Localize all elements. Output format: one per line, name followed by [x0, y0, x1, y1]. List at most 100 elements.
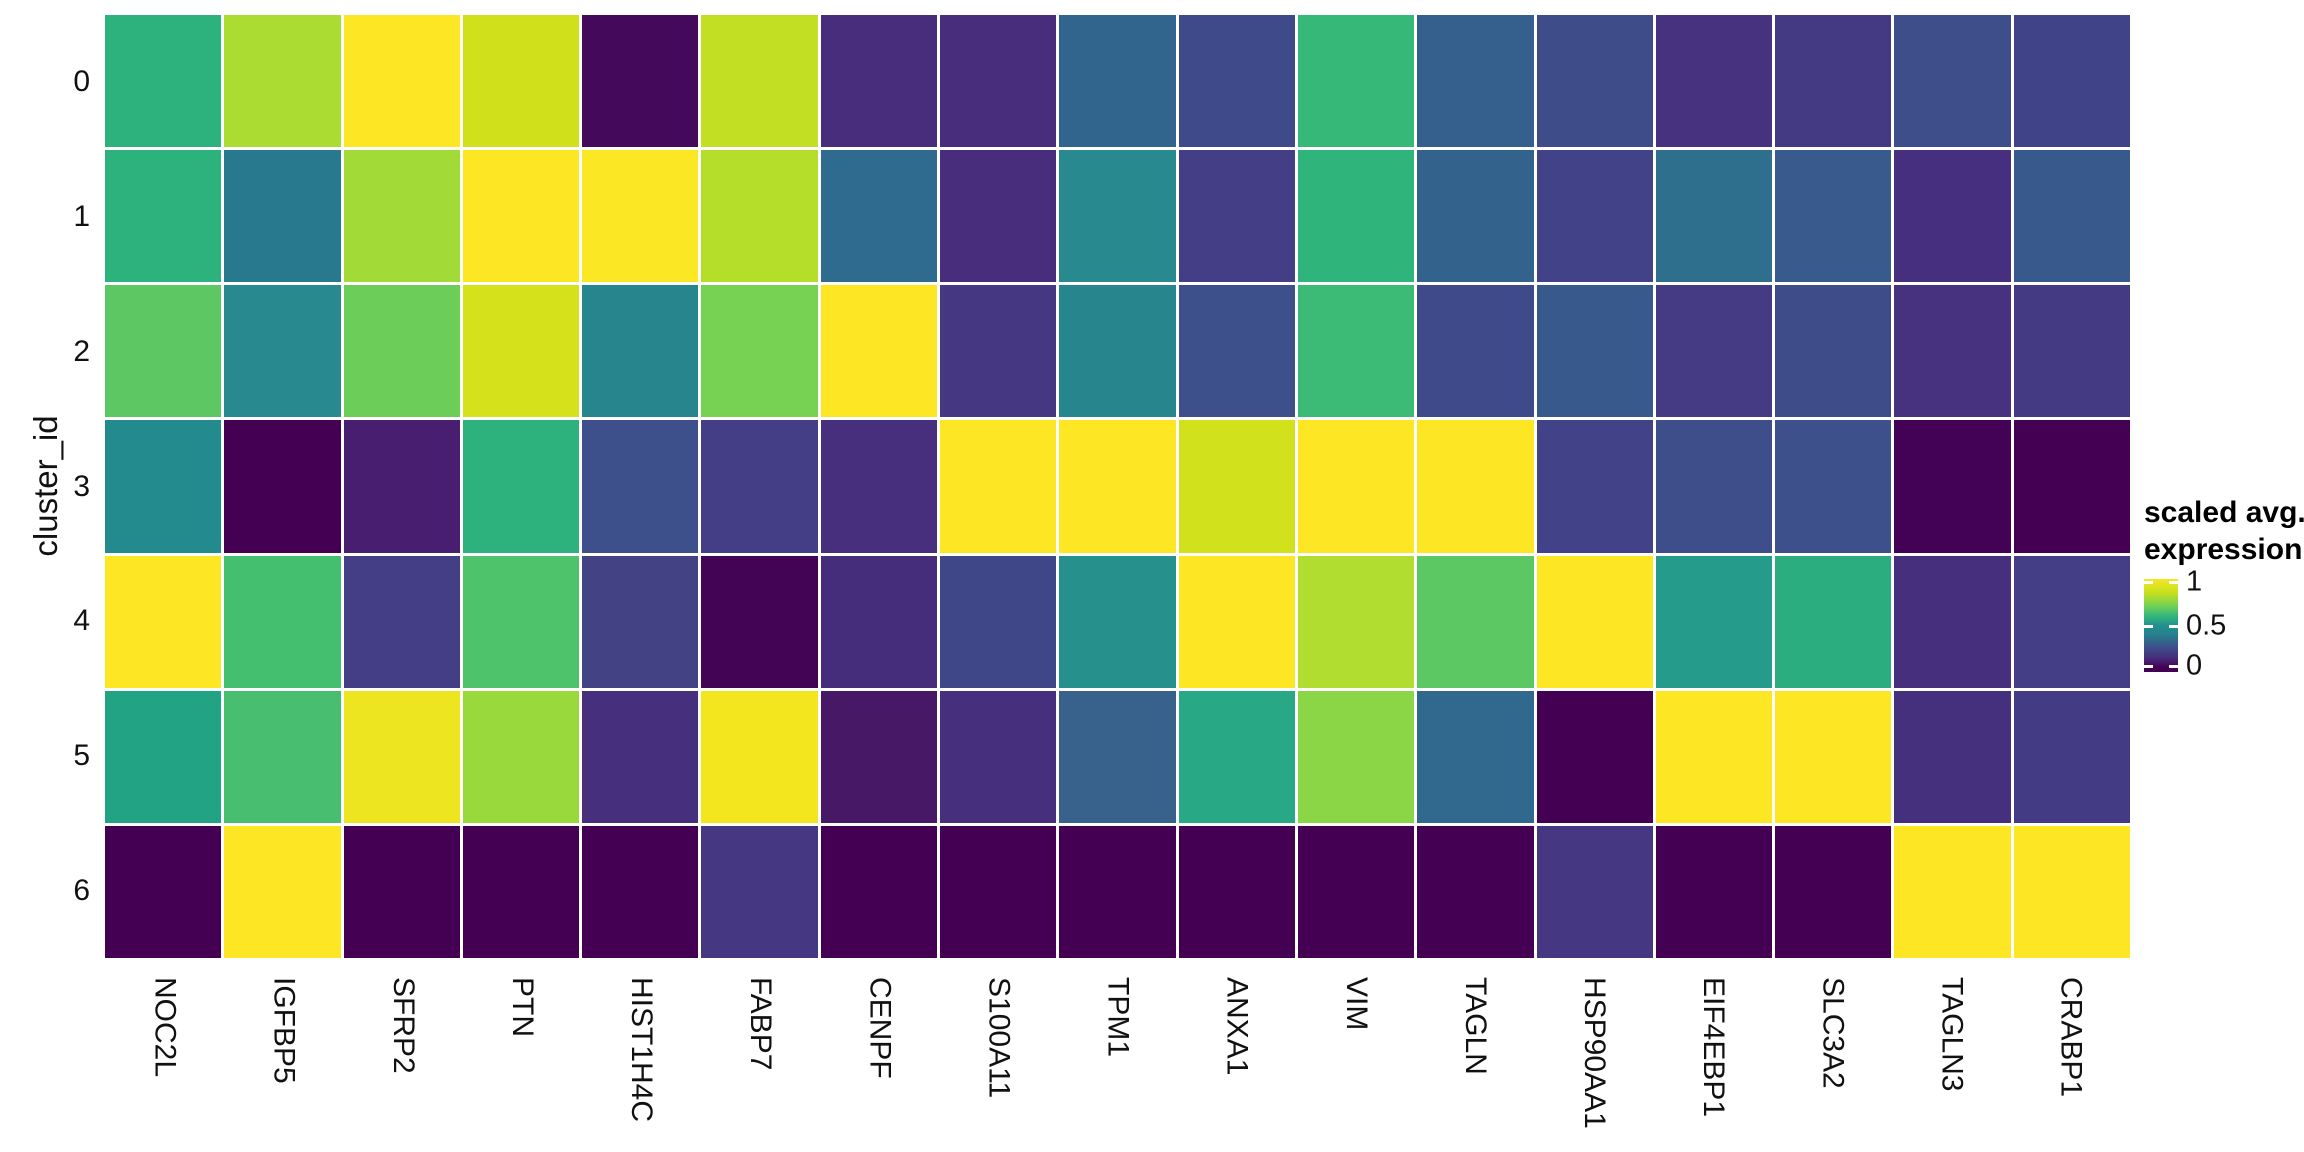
x-tick-label-PTN: PTN	[462, 977, 581, 1147]
x-tick-label-HIST1H4C: HIST1H4C	[582, 977, 701, 1147]
cell-cluster6-CRABP1	[2013, 825, 2130, 958]
cell-cluster6-IGFBP5	[224, 825, 341, 958]
cell-cluster1-VIM	[1297, 150, 1415, 283]
cell-cluster0-IGFBP5	[224, 15, 341, 148]
cell-cluster6-SFRP2	[343, 825, 460, 958]
x-tick-label-EIF4EBP1: EIF4EBP1	[1654, 977, 1773, 1147]
y-tick-label-5: 5	[73, 738, 90, 772]
cell-cluster1-HSP90AA1	[1536, 150, 1653, 283]
cell-cluster6-TPM1	[1059, 825, 1176, 958]
cell-cluster0-PTN	[462, 15, 580, 148]
cell-cluster0-ANXA1	[1178, 15, 1295, 148]
y-tick-label-0: 0	[73, 65, 90, 99]
y-tick-label-2: 2	[73, 334, 90, 368]
cell-cluster1-TAGLN3	[1894, 150, 2011, 283]
x-tick-label-SFRP2: SFRP2	[343, 977, 462, 1147]
cell-cluster3-TPM1	[1059, 420, 1176, 553]
cell-cluster1-SLC3A2	[1775, 150, 1892, 283]
cell-cluster0-CENPF	[820, 15, 938, 148]
y-tick-label-6: 6	[73, 873, 90, 907]
cell-cluster6-VIM	[1297, 825, 1415, 958]
cell-cluster0-TPM1	[1059, 15, 1176, 148]
cell-cluster4-PTN	[462, 555, 580, 688]
cell-cluster0-TAGLN	[1417, 15, 1534, 148]
cell-cluster2-FABP7	[701, 285, 818, 418]
cell-cluster4-TAGLN3	[1894, 555, 2011, 688]
cell-cluster0-NOC2L	[105, 15, 222, 148]
cell-cluster5-CENPF	[820, 690, 938, 823]
cell-cluster6-HSP90AA1	[1536, 825, 1653, 958]
cell-cluster3-SLC3A2	[1775, 420, 1892, 553]
x-tick-label-TPM1: TPM1	[1058, 977, 1177, 1147]
legend-title-line-2: expression	[2144, 533, 2303, 566]
cell-cluster6-EIF4EBP1	[1655, 825, 1773, 958]
cell-cluster3-ANXA1	[1178, 420, 1295, 553]
x-tick-label-text: TAGLN3	[1935, 977, 1969, 1092]
x-tick-label-text: VIM	[1339, 977, 1373, 1031]
cell-cluster2-HIST1H4C	[582, 285, 699, 418]
legend: scaled avg. expression 1 0.5 0	[2144, 494, 2304, 682]
legend-tick-label-0: 0	[2186, 649, 2203, 682]
cell-cluster5-FABP7	[701, 690, 818, 823]
x-tick-label-TAGLN3: TAGLN3	[1892, 977, 2011, 1147]
cell-cluster4-TAGLN	[1417, 555, 1534, 688]
x-tick-label-text: CENPF	[863, 977, 897, 1079]
cell-cluster2-SLC3A2	[1775, 285, 1892, 418]
cell-cluster4-VIM	[1297, 555, 1415, 688]
cell-cluster4-HIST1H4C	[582, 555, 699, 688]
cell-cluster0-TAGLN3	[1894, 15, 2011, 148]
cell-cluster2-EIF4EBP1	[1655, 285, 1773, 418]
cell-cluster0-EIF4EBP1	[1655, 15, 1773, 148]
cell-cluster3-EIF4EBP1	[1655, 420, 1773, 553]
cell-cluster6-TAGLN3	[1894, 825, 2011, 958]
cell-cluster6-PTN	[462, 825, 580, 958]
cell-cluster5-ANXA1	[1178, 690, 1295, 823]
cell-cluster0-SFRP2	[343, 15, 460, 148]
cell-cluster5-IGFBP5	[224, 690, 341, 823]
cell-cluster3-PTN	[462, 420, 580, 553]
cell-cluster5-NOC2L	[105, 690, 222, 823]
cell-cluster1-S100A11	[940, 150, 1057, 283]
legend-tick-label-1: 1	[2186, 565, 2203, 598]
cell-cluster3-TAGLN	[1417, 420, 1534, 553]
cell-cluster2-ANXA1	[1178, 285, 1295, 418]
x-tick-label-CENPF: CENPF	[820, 977, 939, 1147]
cell-cluster6-CENPF	[820, 825, 938, 958]
cell-cluster4-TPM1	[1059, 555, 1176, 688]
cell-cluster5-S100A11	[940, 690, 1057, 823]
cell-cluster6-SLC3A2	[1775, 825, 1892, 958]
cell-cluster4-CRABP1	[2013, 555, 2130, 688]
cell-cluster1-EIF4EBP1	[1655, 150, 1773, 283]
cell-cluster2-TPM1	[1059, 285, 1176, 418]
x-tick-label-CRABP1: CRABP1	[2011, 977, 2130, 1147]
cell-cluster2-CRABP1	[2013, 285, 2130, 418]
cell-cluster6-S100A11	[940, 825, 1057, 958]
cell-cluster3-HIST1H4C	[582, 420, 699, 553]
cell-cluster6-ANXA1	[1178, 825, 1295, 958]
legend-tick-mark	[2169, 625, 2178, 628]
x-tick-label-text: EIF4EBP1	[1697, 977, 1731, 1118]
cell-cluster2-SFRP2	[343, 285, 460, 418]
cell-cluster5-CRABP1	[2013, 690, 2130, 823]
x-tick-label-text: SLC3A2	[1816, 977, 1850, 1089]
cell-cluster0-VIM	[1297, 15, 1415, 148]
x-tick-label-ANXA1: ANXA1	[1177, 977, 1296, 1147]
cell-cluster1-SFRP2	[343, 150, 460, 283]
cell-cluster5-SFRP2	[343, 690, 460, 823]
cell-cluster0-HSP90AA1	[1536, 15, 1653, 148]
cell-cluster5-SLC3A2	[1775, 690, 1892, 823]
cell-cluster6-TAGLN	[1417, 825, 1534, 958]
cell-cluster5-HSP90AA1	[1536, 690, 1653, 823]
x-tick-label-S100A11: S100A11	[939, 977, 1058, 1147]
cell-cluster5-VIM	[1297, 690, 1415, 823]
cell-cluster1-ANXA1	[1178, 150, 1295, 283]
cell-cluster5-TPM1	[1059, 690, 1176, 823]
cell-cluster2-CENPF	[820, 285, 938, 418]
cell-cluster6-FABP7	[701, 825, 818, 958]
x-tick-label-text: ANXA1	[1220, 977, 1254, 1076]
cell-cluster3-IGFBP5	[224, 420, 341, 553]
x-tick-label-text: HSP90AA1	[1578, 977, 1612, 1129]
legend-tick-mark	[2144, 581, 2153, 584]
cell-cluster3-NOC2L	[105, 420, 222, 553]
y-tick-label-3: 3	[73, 469, 90, 503]
